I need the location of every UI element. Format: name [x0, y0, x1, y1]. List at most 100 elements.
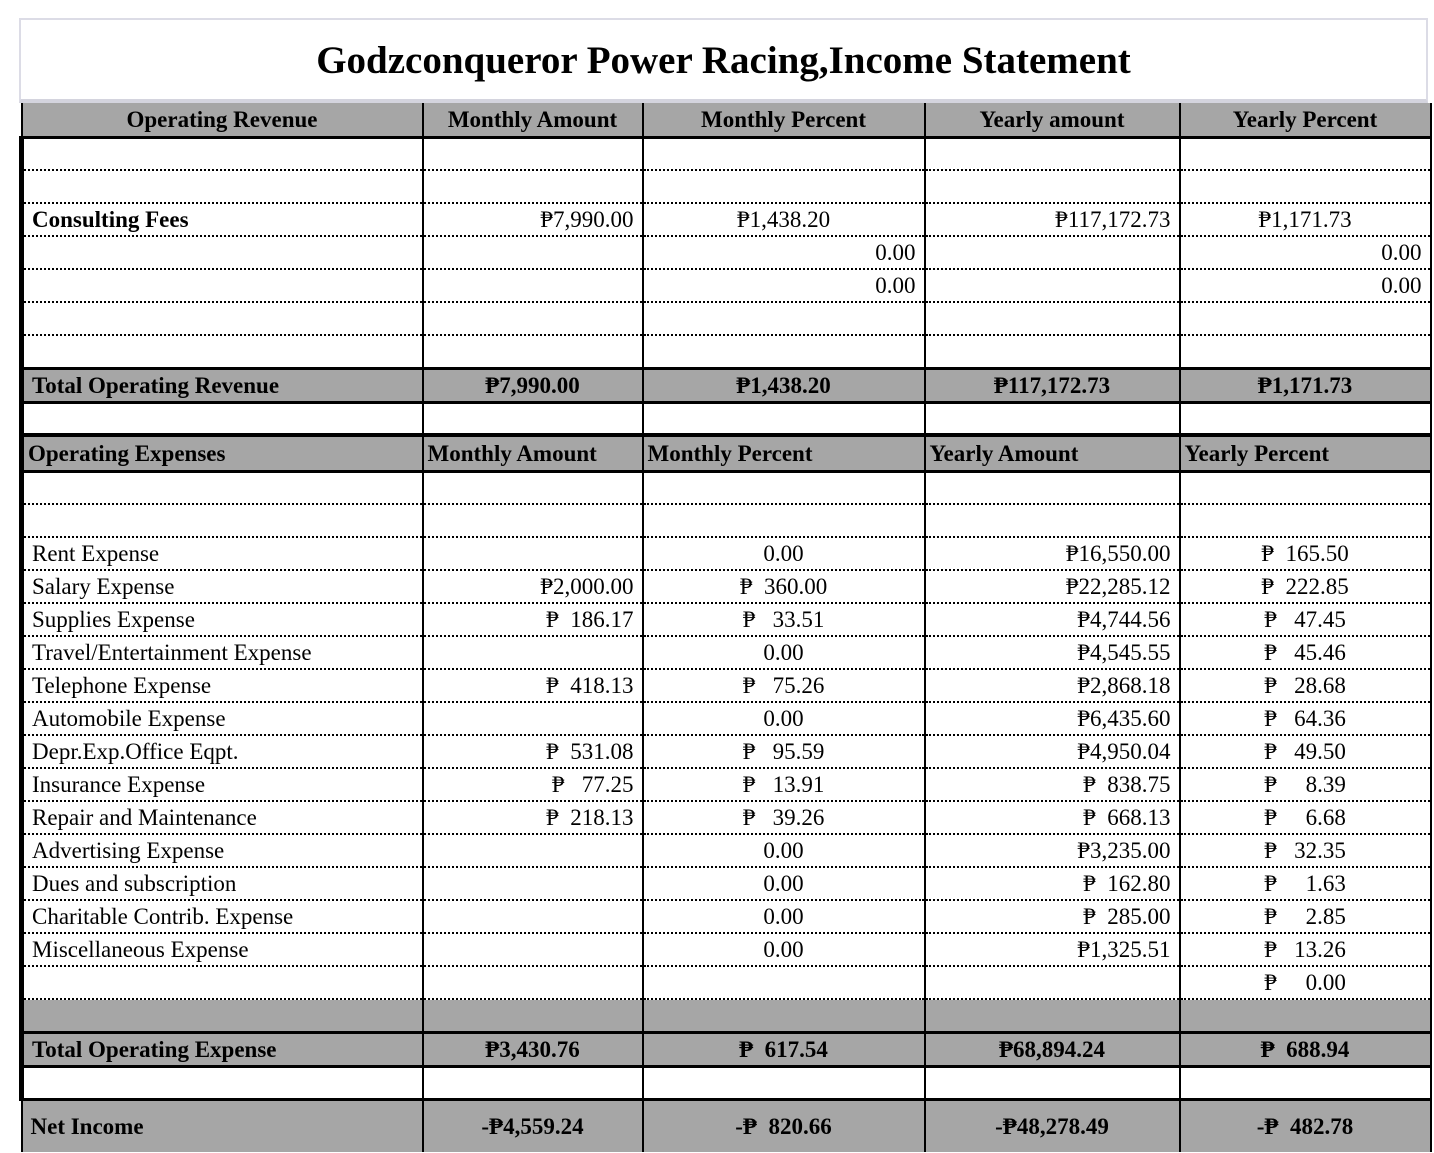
cell-col-3 — [923, 170, 1181, 204]
cell-col-1 — [421, 335, 644, 369]
cell-col-0: Rent Expense — [19, 537, 424, 571]
revenue-row: 0.00 0.00 — [19, 236, 1432, 270]
cell-col-4 — [1178, 302, 1432, 336]
expense-row: Depr.Exp.Office Eqpt. ₱ 531.08 ₱ 95.59 ₱4,9… — [19, 735, 1432, 769]
cell-col-0: Automobile Expense — [19, 702, 424, 736]
cell-col-1: ₱7,990.00 — [421, 203, 644, 237]
cell-col-4: ₱1,171.73 — [1178, 366, 1432, 404]
cell-col-2: ₱1,438.20 — [641, 366, 926, 404]
cell-col-0: Total Operating Expense — [19, 1030, 424, 1068]
cell-col-0: Operating Revenue — [20, 103, 424, 139]
cell-col-1 — [421, 170, 644, 204]
empty-cell — [421, 402, 644, 435]
expense-row: Salary Expense ₱2,000.00 ₱ 360.00 ₱22,285.1… — [19, 570, 1432, 604]
cell-col-1 — [421, 933, 644, 967]
cell-col-3: ₱4,545.55 — [923, 636, 1181, 670]
empty-cell — [19, 402, 424, 435]
cell-col-4: ₱ 1.63 — [1178, 867, 1432, 901]
cell-col-4: ₱ 222.85 — [1178, 570, 1432, 604]
cell-col-1: ₱ 186.17 — [421, 603, 644, 637]
cell-col-1: ₱ 531.08 — [421, 735, 644, 769]
cell-col-1: ₱ 418.13 — [421, 669, 644, 703]
cell-col-4: Yearly Percent — [1178, 433, 1432, 473]
cell-col-1 — [421, 702, 644, 736]
cell-col-0 — [19, 269, 424, 303]
cell-col-0: Net Income — [20, 1097, 424, 1152]
net-income-row: Net Income -₱4,559.24 -₱ 820.66 -₱48,278.49… — [20, 1097, 1432, 1152]
cell-col-1 — [421, 834, 644, 868]
revenue-row — [19, 335, 1432, 369]
cell-col-2 — [641, 170, 926, 204]
cell-col-2: ₱ 95.59 — [641, 735, 926, 769]
cell-col-0 — [19, 236, 424, 270]
cell-col-3 — [923, 302, 1181, 336]
cell-col-1: -₱4,559.24 — [421, 1097, 644, 1152]
cell-col-3 — [923, 471, 1181, 505]
cell-col-2: Monthly Percent — [641, 433, 926, 473]
cell-col-2: ₱ 13.91 — [641, 768, 926, 802]
empty-cell — [641, 999, 926, 1032]
expense-row: Telephone Expense ₱ 418.13 ₱ 75.26 ₱2,868.1… — [19, 669, 1432, 703]
cell-col-4: ₱ 32.35 — [1178, 834, 1432, 868]
expense-row: Automobile Expense 0.00 ₱6,435.60 ₱ 64.36 — [19, 702, 1432, 736]
cell-col-4: ₱ 165.50 — [1178, 537, 1432, 571]
expense-row — [19, 471, 1432, 505]
empty-cell — [1178, 1066, 1432, 1099]
cell-col-4: ₱ 64.36 — [1178, 702, 1432, 736]
cell-col-1 — [421, 537, 644, 571]
cell-col-2: -₱ 820.66 — [641, 1097, 926, 1152]
cell-col-2 — [641, 302, 926, 336]
cell-col-3 — [923, 966, 1181, 1000]
empty-cell — [421, 1066, 644, 1099]
empty-cell — [421, 999, 644, 1032]
cell-col-3: ₱6,435.60 — [923, 702, 1181, 736]
cell-col-4: -₱ 482.78 — [1178, 1097, 1432, 1152]
cell-col-0: Total Operating Revenue — [19, 366, 424, 404]
cell-col-4: Yearly Percent — [1178, 103, 1432, 139]
cell-col-0: Advertising Expense — [19, 834, 424, 868]
cell-col-3: ₱4,744.56 — [923, 603, 1181, 637]
revenue-row — [19, 302, 1432, 336]
cell-col-1 — [421, 636, 644, 670]
cell-col-0: Insurance Expense — [19, 768, 424, 802]
cell-col-0 — [19, 471, 424, 505]
cell-col-2: 0.00 — [641, 900, 926, 934]
cell-col-1 — [421, 236, 644, 270]
cell-col-3: ₱ 668.13 — [923, 801, 1181, 835]
cell-col-2: ₱ 360.00 — [641, 570, 926, 604]
total-revenue-row: Total Operating Revenue ₱7,990.00 ₱1,438.2… — [19, 366, 1432, 404]
cell-col-3: ₱3,235.00 — [923, 834, 1181, 868]
cell-col-2 — [641, 335, 926, 369]
cell-col-4: ₱1,171.73 — [1178, 203, 1432, 237]
empty-cell — [641, 1066, 926, 1099]
cell-col-3: ₱68,894.24 — [923, 1030, 1181, 1068]
spacer-row — [19, 402, 1432, 435]
cell-col-0 — [19, 137, 424, 171]
cell-col-2: ₱ 39.26 — [641, 801, 926, 835]
cell-col-1 — [421, 900, 644, 934]
revenue-row: 0.00 0.00 — [19, 269, 1432, 303]
cell-col-0 — [19, 504, 424, 538]
cell-col-0: Travel/Entertainment Expense — [19, 636, 424, 670]
cell-col-2: 0.00 — [641, 702, 926, 736]
cell-col-2: ₱ 33.51 — [641, 603, 926, 637]
cell-col-4: ₱ 28.68 — [1178, 669, 1432, 703]
cell-col-4 — [1178, 170, 1432, 204]
cell-col-1 — [421, 302, 644, 336]
cell-col-4 — [1178, 504, 1432, 538]
cell-col-3: ₱22,285.12 — [923, 570, 1181, 604]
expense-row: Charitable Contrib. Expense 0.00 ₱ 285.00 ₱… — [19, 900, 1432, 934]
spacer-row — [19, 1066, 1432, 1099]
cell-col-4 — [1178, 137, 1432, 171]
cell-col-3 — [923, 236, 1181, 270]
revenue-row — [19, 137, 1432, 171]
revenue-row — [19, 170, 1432, 204]
cell-col-2: ₱1,438.20 — [641, 203, 926, 237]
expense-row: Dues and subscription 0.00 ₱ 162.80 ₱ 1.63 — [19, 867, 1432, 901]
cell-col-4: ₱ 8.39 — [1178, 768, 1432, 802]
cell-col-4: ₱ 6.68 — [1178, 801, 1432, 835]
cell-col-4: ₱ 47.45 — [1178, 603, 1432, 637]
cell-col-4: ₱ 45.46 — [1178, 636, 1432, 670]
cell-col-3: ₱1,325.51 — [923, 933, 1181, 967]
empty-cell — [19, 999, 424, 1032]
